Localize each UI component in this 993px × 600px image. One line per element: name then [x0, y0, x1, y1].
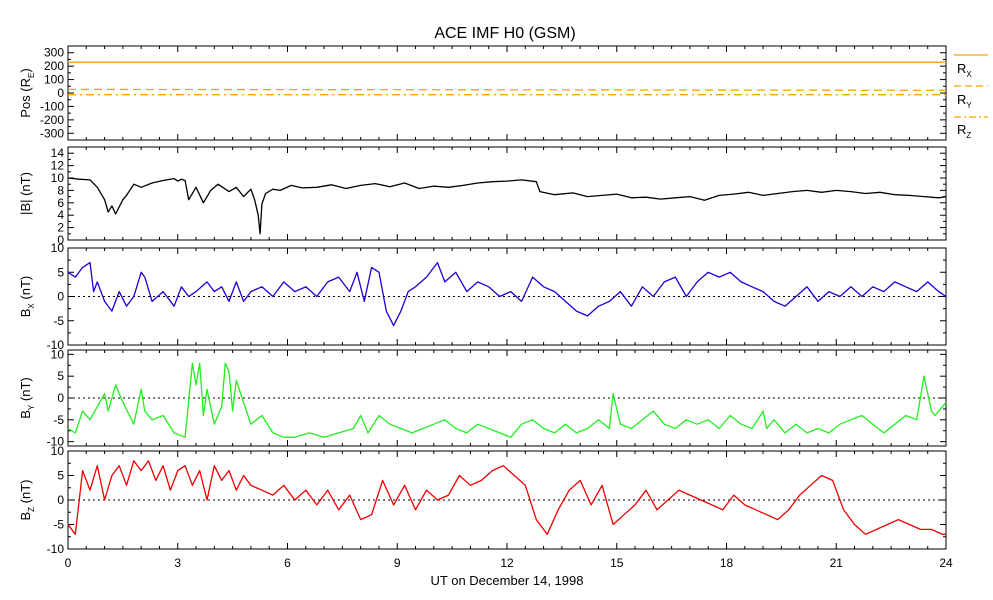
y-axis-label-sub: E [27, 73, 36, 78]
y-tick-label: 0 [57, 290, 64, 304]
legend-label-main: R [957, 122, 966, 137]
legend-label-sub: Y [966, 101, 972, 110]
y-tick-label: 0 [57, 391, 64, 405]
y-tick-label: 4 [57, 208, 64, 222]
legend-label-x: RX [957, 61, 972, 79]
x-axis: 0 3 6 9 12 15 18 21 24 [65, 556, 953, 570]
y-tick-label: -10 [47, 338, 65, 352]
y-tick-label: 5 [57, 469, 64, 483]
x-tick-label: 15 [610, 556, 624, 570]
legend-label-z: RZ [957, 122, 971, 140]
y-tick-label: -5 [53, 314, 64, 328]
y-axis-label-sub: Y [27, 404, 36, 410]
y-axis-label: Pos (RE) [18, 68, 36, 117]
legend-label-main: R [957, 61, 966, 76]
legend-label-y: RY [957, 92, 972, 110]
y-tick-label: -200 [40, 113, 64, 127]
y-axis-label-text: |B| (nT) [18, 172, 33, 215]
panel-frame [67, 146, 947, 241]
x-tick-label: 3 [174, 556, 181, 570]
y-tick-label: 0 [57, 233, 64, 247]
y-axis-label-text: B [18, 512, 33, 521]
series-line-ry [67, 88, 947, 91]
y-tick-label: -5 [53, 518, 64, 532]
y-axis-label: |B| (nT) [18, 172, 33, 215]
y-tick-label: 14 [51, 146, 65, 160]
panel-bz: 10 5 0 -5 -10 BZ (nT) [18, 444, 947, 556]
y-tick-label: 200 [44, 59, 64, 73]
y-tick-label: 0 [57, 86, 64, 100]
y-tick-label: 5 [57, 369, 64, 383]
y-axis-label-close: ) [18, 68, 33, 72]
y-tick-label: 8 [57, 183, 64, 197]
panel-by: 10 5 0 -5 -10 BY (nT) [18, 347, 947, 449]
legend-label-sub: X [966, 70, 972, 79]
y-tick-label: 10 [51, 171, 65, 185]
y-tick-label: -10 [47, 435, 65, 449]
y-axis-label-text: B [18, 309, 33, 318]
x-axis-label: UT on December 14, 1998 [431, 573, 584, 588]
y-axis-label: BY (nT) [18, 377, 36, 418]
y-tick-label: 10 [51, 444, 65, 458]
y-tick-label: 300 [44, 46, 64, 60]
y-tick-label: 5 [57, 265, 64, 279]
y-axis-label: BZ (nT) [18, 479, 36, 520]
x-tick-label: 6 [284, 556, 291, 570]
y-tick-label: 100 [44, 73, 64, 87]
y-tick-label: 2 [57, 221, 64, 235]
panel-bx: 10 5 0 -5 -10 BX (nT) [18, 241, 947, 352]
legend-label-main: R [957, 92, 966, 107]
y-axis-label: BX (nT) [18, 276, 36, 317]
y-axis-label-close: (nT) [18, 377, 33, 404]
y-tick-label: -300 [40, 126, 64, 140]
y-tick-label: -100 [40, 99, 64, 113]
y-tick-label: 0 [57, 493, 64, 507]
y-tick-label: 12 [51, 159, 65, 173]
x-tick-label: 9 [394, 556, 401, 570]
y-axis-label-close: (nT) [18, 276, 33, 303]
series-line-b [67, 177, 947, 235]
x-tick-label: 12 [500, 556, 514, 570]
y-tick-label: 10 [51, 347, 65, 361]
x-tick-label: 0 [65, 556, 72, 570]
y-axis-label-text: Pos (R [18, 78, 33, 118]
panel-frame [67, 45, 947, 141]
y-axis-label-sub: X [27, 303, 36, 309]
x-tick-label: 24 [939, 556, 953, 570]
y-tick-label: -10 [47, 542, 65, 556]
x-tick-label: 18 [720, 556, 734, 570]
y-tick-label: 6 [57, 196, 64, 210]
x-tick-label: 21 [830, 556, 844, 570]
y-axis-label-text: B [18, 410, 33, 419]
chart-title: ACE IMF H0 (GSM) [434, 25, 575, 42]
legend-label-sub: Z [966, 131, 971, 140]
series-line-bz [67, 460, 946, 535]
y-axis-label-sub: Z [27, 507, 36, 512]
y-axis-label-close: (nT) [18, 479, 33, 506]
y-tick-label: 10 [51, 241, 65, 255]
series-line-by [67, 362, 947, 438]
series-line-bx [67, 261, 947, 327]
y-tick-label: -5 [53, 413, 64, 427]
